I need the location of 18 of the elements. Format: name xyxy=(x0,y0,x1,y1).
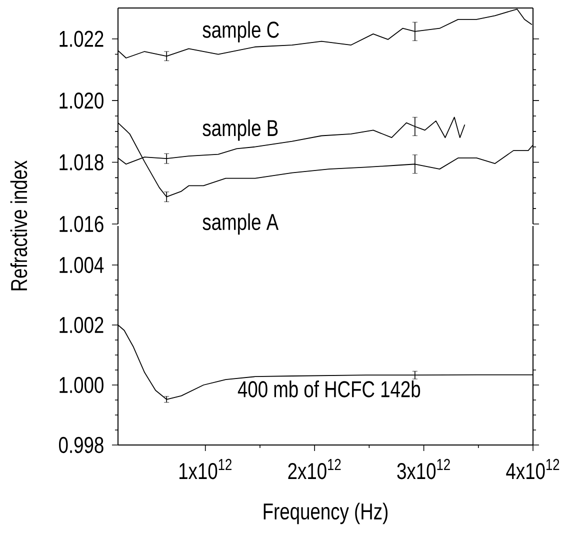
x-tick-label: 2x10$^{12}$ xyxy=(288,458,341,480)
y-axis-title: Refractive index xyxy=(10,160,28,290)
series-label: sample C xyxy=(202,21,279,42)
series-label: sample B xyxy=(202,119,278,141)
x-tick-label: 4x10$^{12}$ xyxy=(506,458,560,480)
y-tick-label: 1.000 xyxy=(60,376,104,394)
y-tick-label: 1.002 xyxy=(60,316,104,334)
series-label: sample A xyxy=(202,213,279,235)
y-tick-label: 1.020 xyxy=(60,92,104,109)
series-label: 400 mb of HCFC 142b xyxy=(238,380,420,398)
y-tick-label: 1.004 xyxy=(60,256,104,274)
x-tick-label: 3x10$^{12}$ xyxy=(397,458,450,480)
x-axis-title: Frequency (Hz) xyxy=(264,502,388,524)
y-tick-label: 1.022 xyxy=(60,30,104,47)
y-tick-label: 1.018 xyxy=(60,154,104,170)
x-tick-label: 1x10$^{12}$ xyxy=(180,458,232,480)
y-tick-label: 1.016 xyxy=(60,216,104,232)
y-tick-label: 0.998 xyxy=(59,436,104,454)
